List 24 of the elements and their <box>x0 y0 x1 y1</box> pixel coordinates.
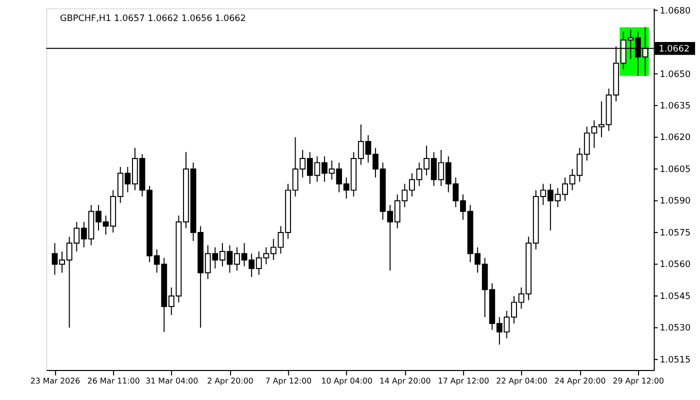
y-tick-label: 1.0650 <box>660 70 691 80</box>
y-tick-label: 1.0620 <box>660 133 691 144</box>
y-tick-label: 1.0515 <box>660 355 691 366</box>
y-tick-label: 1.0530 <box>660 324 691 334</box>
x-tick-label: 22 Apr 04:00 <box>496 376 548 386</box>
x-tick-label: 23 Mar 2026 <box>30 376 80 386</box>
x-tick-label: 2 Apr 20:00 <box>207 376 254 386</box>
ref-line-label: 1.0662 <box>658 44 690 54</box>
x-tick-label: 24 Apr 20:00 <box>554 376 606 386</box>
y-tick-label: 1.0590 <box>660 196 691 207</box>
x-tick-label: 10 Apr 04:00 <box>321 376 372 386</box>
x-tick-label: 14 Apr 20:00 <box>380 376 431 386</box>
y-tick-label: 1.0635 <box>660 102 691 112</box>
text: GBPCHF,H1 1.0657 1.0662 1.0656 1.0662 <box>60 14 246 24</box>
y-tick-label: 1.0575 <box>660 228 691 238</box>
x-tick-label: 26 Mar 11:00 <box>87 376 140 386</box>
x-tick-label: 17 Apr 12:00 <box>438 376 490 386</box>
x-tick-label: 7 Apr 12:00 <box>265 376 312 386</box>
y-tick-label: 1.0545 <box>660 292 691 302</box>
x-tick-label: 29 Apr 12:00 <box>612 376 664 386</box>
y-tick-label: 1.0680 <box>660 6 691 16</box>
x-tick-label: 31 Mar 04:00 <box>146 376 198 386</box>
y-tick-label: 1.0605 <box>660 164 691 175</box>
y-tick-label: 1.0560 <box>660 260 691 270</box>
